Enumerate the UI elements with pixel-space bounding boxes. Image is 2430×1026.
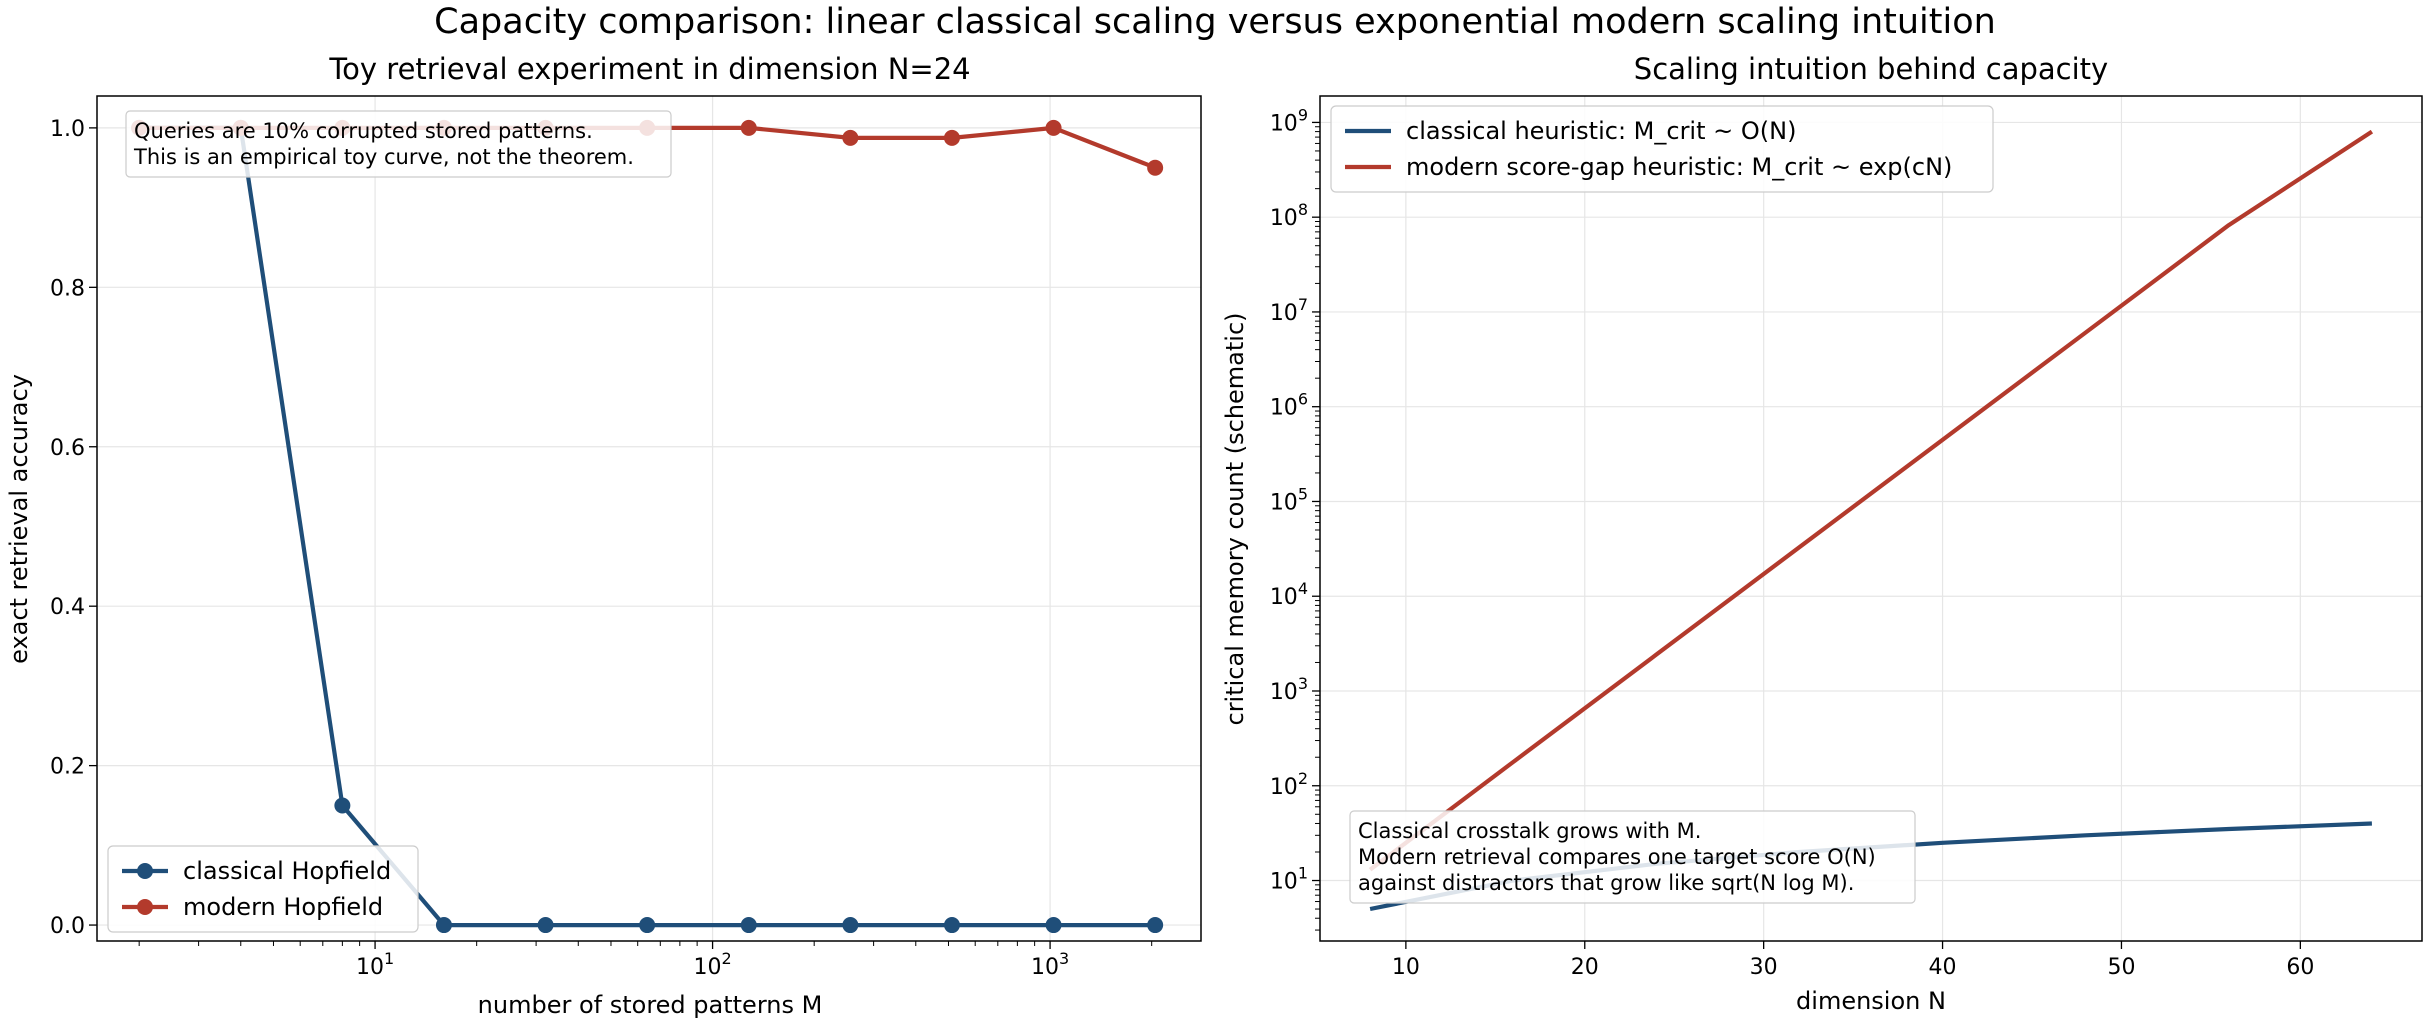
right-legend-box [1330,105,1994,193]
right-y-tick-label: 105 [1270,484,1308,515]
left-y-tick-label: 0.4 [50,595,85,620]
right-annotation-line: Modern retrieval compares one target sco… [1358,845,1876,869]
right-x-tick-label: 20 [1571,955,1599,980]
right-y-tick-label: 107 [1270,295,1308,326]
left-y-tick-label: 0.2 [50,755,85,780]
left-legend-label: modern Hopfield [183,893,383,921]
right-axes-frame [1319,95,2423,942]
left-series-0-point [537,917,554,934]
right-series-line-1 [1368,129,2374,872]
left-y-tick-label: 0.6 [50,436,85,461]
right-y-tick-label: 103 [1270,674,1308,705]
left-legend-label: classical Hopfield [183,857,391,885]
right-y-tick-label: 109 [1270,105,1308,136]
left-series-line-0 [139,125,1156,928]
left-series-0-point [842,917,859,934]
left-series-1-point [1045,119,1062,136]
left-series-0-point [435,917,452,934]
left-annotation-line: This is an empirical toy curve, not the … [133,145,634,169]
left-legend-marker [137,899,153,915]
right-y-tick-label: 104 [1270,579,1308,610]
right-x-tick-label: 30 [1750,955,1778,980]
left-y-tick-label: 0.8 [50,276,85,301]
right-y-tick-label: 108 [1270,200,1308,231]
left-series-1-point [1147,159,1164,176]
left-legend-box [107,845,419,933]
left-y-axis-label: exact retrieval accuracy [5,374,33,664]
right-panel: Scaling intuition behind capacity dimens… [1221,52,2423,1015]
left-panel: Toy retrieval experiment in dimension N=… [5,52,1202,1019]
right-x-axis-label: dimension N [1796,987,1946,1015]
left-series-0-point [1045,917,1062,934]
left-annotation-line: Queries are 10% corrupted stored pattern… [134,119,593,143]
left-x-tick-label: 103 [1031,949,1069,980]
left-annotation-box [125,110,672,178]
left-x-tick-label: 101 [356,949,394,980]
left-axes-frame [96,95,1202,942]
right-annotation-box [1349,810,1916,904]
right-annotation-line: Classical crosstalk grows with M. [1358,819,1701,843]
right-x-tick-label: 40 [1929,955,1957,980]
left-series-0-point [943,917,960,934]
left-x-tick-label: 102 [693,949,731,980]
right-y-tick-label: 102 [1270,769,1308,800]
left-series-1-point [842,129,859,146]
left-series-0-point [740,917,757,934]
right-x-tick-label: 50 [2107,955,2135,980]
left-series-1-point [943,129,960,146]
left-series-0-point [334,797,351,814]
right-legend-label: modern score-gap heuristic: M_crit ~ exp… [1406,153,1952,181]
right-y-tick-label: 101 [1270,864,1308,895]
right-annotation-line: against distractors that grow like sqrt(… [1358,871,1854,895]
right-y-axis-label: critical memory count (schematic) [1221,312,1249,725]
left-series-0-point [1147,917,1164,934]
right-x-tick-label: 10 [1392,955,1420,980]
left-series-1-point [740,119,757,136]
left-y-tick-label: 0.0 [50,914,85,939]
left-x-axis-label: number of stored patterns M [478,991,823,1019]
left-y-tick-label: 1.0 [50,117,85,142]
right-legend-label: classical heuristic: M_crit ~ O(N) [1406,117,1796,145]
right-panel-title: Scaling intuition behind capacity [1634,52,2108,86]
right-y-tick-label: 106 [1270,390,1308,421]
right-x-tick-label: 60 [2286,955,2314,980]
left-legend-marker [137,863,153,879]
left-series-0-point [639,917,656,934]
figure-title: Capacity comparison: linear classical sc… [434,2,1996,42]
left-panel-title: Toy retrieval experiment in dimension N=… [328,52,970,86]
